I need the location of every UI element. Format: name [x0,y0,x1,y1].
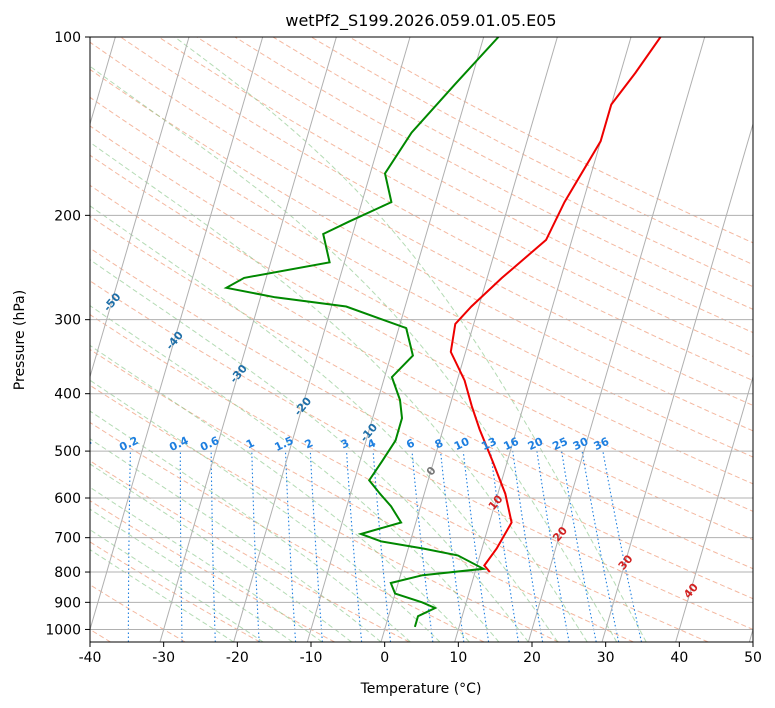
chart-title: wetPf2_S199.2026.059.01.05.E05 [285,11,556,31]
y-tick-label: 800 [54,565,81,581]
dry-adiabat-line [90,348,634,642]
x-axis-label: Temperature (°C) [360,681,482,697]
dry-adiabat-line [90,421,485,642]
mixing-ratio-line [411,451,434,642]
dry-adiabat-line [90,247,753,600]
dry-adiabat-line [90,215,753,570]
y-tick-label: 100 [54,30,81,46]
dry-adiabat-line [272,37,753,288]
x-tick-label: -30 [152,650,175,666]
dry-adiabat-line [90,96,753,458]
moist-adiabat-line [90,259,529,642]
x-tick-label: -40 [79,650,102,666]
isotherm-line [675,374,753,642]
moist-adiabat-line [90,141,588,642]
moist-adiabat-line [90,438,382,642]
isotherm-line [159,37,337,642]
y-tick-label: 700 [54,531,81,547]
dry-adiabat-line [90,68,753,432]
y-axis-label: Pressure (hPa) [12,290,28,390]
mixing-ratio-label: 13 [479,435,498,453]
dry-adiabat-line [90,314,709,642]
background-lines [90,37,753,642]
mixing-ratio-line [490,451,520,642]
mixing-ratio-label: 10 [452,435,472,453]
mixing-ratio-label: 25 [550,435,569,453]
moist-adiabat-line [90,305,500,642]
temperature-line [449,37,662,573]
isotherm-line [601,122,753,642]
mixing-ratio-line [462,451,490,642]
mixing-ratio-line [345,451,363,642]
y-tick-label: 600 [54,491,81,507]
y-tick-label: 900 [54,595,81,611]
x-tick-label: 30 [597,650,615,666]
series-lines [223,37,662,628]
x-tick-label: 40 [670,650,688,666]
mixing-ratio-line [439,451,465,642]
mixing-ratio-line [561,451,597,642]
y-tick-label: 300 [54,313,81,329]
mixing-ratio-label: 20 [526,435,546,453]
moist-adiabat-line [90,463,352,642]
isotherm-line [306,37,485,642]
dry-adiabat-line [90,500,335,642]
moist-adiabat-line [90,486,323,642]
mixing-ratio-label: 30 [571,435,591,453]
moist-adiabat-line [90,65,618,642]
mixing-ratio-line [372,451,392,642]
moist-adiabat-line [90,508,293,642]
isotherm-line [90,37,190,379]
axes: -40 -30 -20 -10 0 10 20 30 40 50 100 200 300 400 500 60… [45,30,762,666]
isotherm-line [233,37,411,642]
x-tick-label: 50 [744,650,762,666]
x-tick-label: -20 [226,650,249,666]
dry-adiabat-line [90,41,753,406]
x-tick-label: 10 [449,650,467,666]
y-tick-label: 200 [54,208,81,224]
plot-frame [89,36,754,643]
x-tick-label: 20 [523,650,541,666]
isotherm-line [527,37,706,642]
pressure-grid [90,37,753,642]
x-tick-label: -10 [300,650,323,666]
dewpoint-line [223,37,500,628]
y-tick-label: 500 [54,444,81,460]
isotherm-line [380,37,558,642]
moist-adiabat-line [90,529,264,642]
x-tick-label: 0 [380,650,389,666]
mixing-ratio-label: 16 [502,435,522,453]
y-tick-label: 400 [54,387,81,403]
isotherm-line [90,37,264,632]
moist-adiabat-line [90,344,470,642]
moist-adiabat-line [90,205,559,642]
dry-adiabat-line [120,37,753,382]
mixing-ratio-label: 36 [592,435,612,453]
dry-adiabat-line [90,384,559,642]
dry-adiabat-line [90,280,753,630]
mixing-ratio-line [581,451,620,642]
moist-adiabat-line [174,37,647,642]
dry-adiabat-line [90,584,186,642]
mixing-ratio-label: 0.1 [70,434,93,454]
y-tick-label: 1000 [45,622,81,638]
mixing-ratio-line [602,451,643,642]
dry-adiabat-line [90,184,753,541]
